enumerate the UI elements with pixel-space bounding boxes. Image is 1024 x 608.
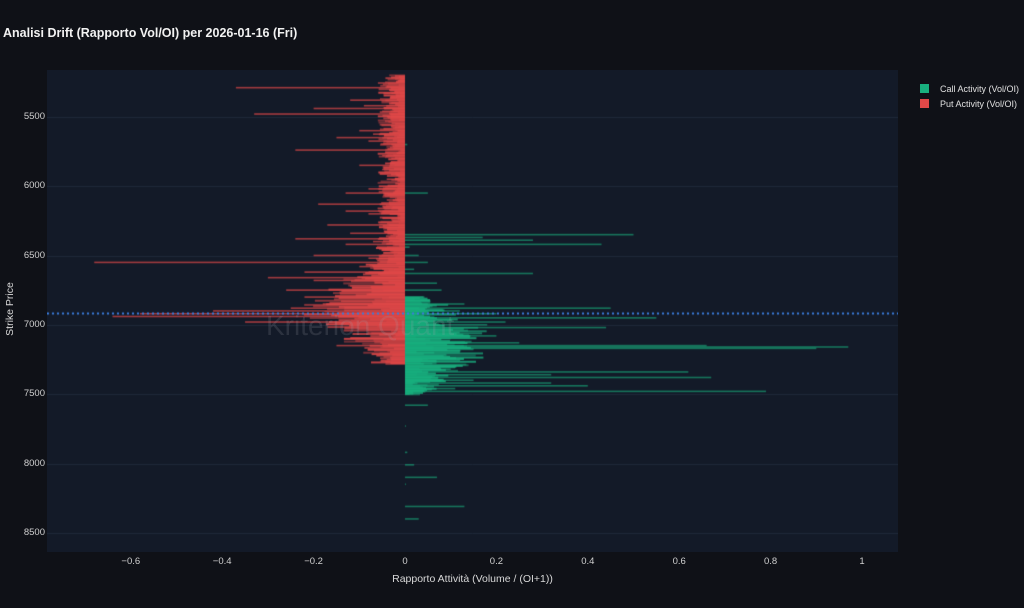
y-tick-label: 8500 [23,527,45,538]
x-tick-label: 0.2 [489,556,503,567]
x-tick-label: 0.8 [763,556,778,567]
legend-item-put[interactable]: Put Activity (Vol/OI) [920,96,1019,111]
plot-area[interactable] [47,70,898,552]
x-tick-label: 0.6 [672,556,686,567]
x-tick-label: 1 [859,556,865,567]
x-tick-label: 0 [402,556,408,567]
y-axis-label: Strike Price [4,282,16,336]
y-tick-label: 6500 [23,249,45,261]
y-tick-label: 6000 [23,180,45,192]
x-tick-label: −0.2 [304,556,323,567]
bars-canvas [47,70,898,552]
call-swatch-icon [920,84,929,93]
legend-item-call[interactable]: Call Activity (Vol/OI) [920,81,1019,96]
x-tick-label: −0.6 [121,556,141,567]
x-tick-label: −0.4 [212,556,232,567]
y-tick-label: 7500 [23,388,45,400]
legend-label-call: Call Activity (Vol/OI) [940,83,1020,94]
chart-title: Analisi Drift (Rapporto Vol/OI) per 2026… [3,26,298,40]
legend-label-put: Put Activity (Vol/OI) [940,98,1018,109]
y-tick-label: 8000 [23,457,45,469]
legend: Call Activity (Vol/OI) Put Activity (Vol… [920,81,1019,111]
y-tick-label: 7000 [23,319,45,330]
x-axis-label: Rapporto Attività (Volume / (OI+1)) [392,573,553,585]
y-tick-label: 5500 [23,111,45,122]
x-tick-label: 0.4 [581,556,595,567]
put-swatch-icon [920,99,929,108]
